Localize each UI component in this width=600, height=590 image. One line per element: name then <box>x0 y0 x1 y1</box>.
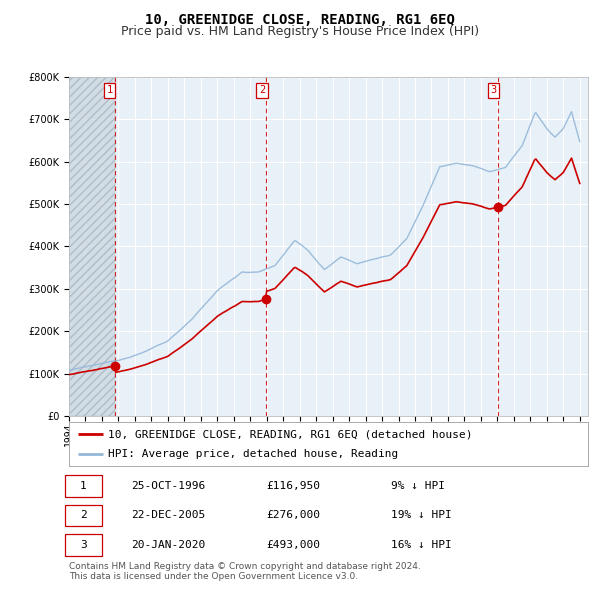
Text: 1: 1 <box>106 85 112 95</box>
Text: 2: 2 <box>80 510 87 520</box>
Text: 19% ↓ HPI: 19% ↓ HPI <box>391 510 452 520</box>
Text: 3: 3 <box>491 85 497 95</box>
Text: £493,000: £493,000 <box>266 540 320 549</box>
Text: 9% ↓ HPI: 9% ↓ HPI <box>391 481 445 490</box>
Text: 3: 3 <box>80 540 87 549</box>
Text: Price paid vs. HM Land Registry's House Price Index (HPI): Price paid vs. HM Land Registry's House … <box>121 25 479 38</box>
Text: 1: 1 <box>80 481 87 490</box>
FancyBboxPatch shape <box>65 505 102 526</box>
Text: £116,950: £116,950 <box>266 481 320 490</box>
Text: 16% ↓ HPI: 16% ↓ HPI <box>391 540 452 549</box>
Text: 10, GREENIDGE CLOSE, READING, RG1 6EQ (detached house): 10, GREENIDGE CLOSE, READING, RG1 6EQ (d… <box>108 430 472 439</box>
Text: £276,000: £276,000 <box>266 510 320 520</box>
FancyBboxPatch shape <box>65 535 102 556</box>
Text: Contains HM Land Registry data © Crown copyright and database right 2024.
This d: Contains HM Land Registry data © Crown c… <box>69 562 421 581</box>
Text: 22-DEC-2005: 22-DEC-2005 <box>131 510 206 520</box>
Text: 2: 2 <box>259 85 265 95</box>
Text: HPI: Average price, detached house, Reading: HPI: Average price, detached house, Read… <box>108 449 398 458</box>
Text: 20-JAN-2020: 20-JAN-2020 <box>131 540 206 549</box>
Text: 10, GREENIDGE CLOSE, READING, RG1 6EQ: 10, GREENIDGE CLOSE, READING, RG1 6EQ <box>145 13 455 27</box>
FancyBboxPatch shape <box>65 476 102 497</box>
Bar <box>69 77 115 416</box>
Text: 25-OCT-1996: 25-OCT-1996 <box>131 481 206 490</box>
